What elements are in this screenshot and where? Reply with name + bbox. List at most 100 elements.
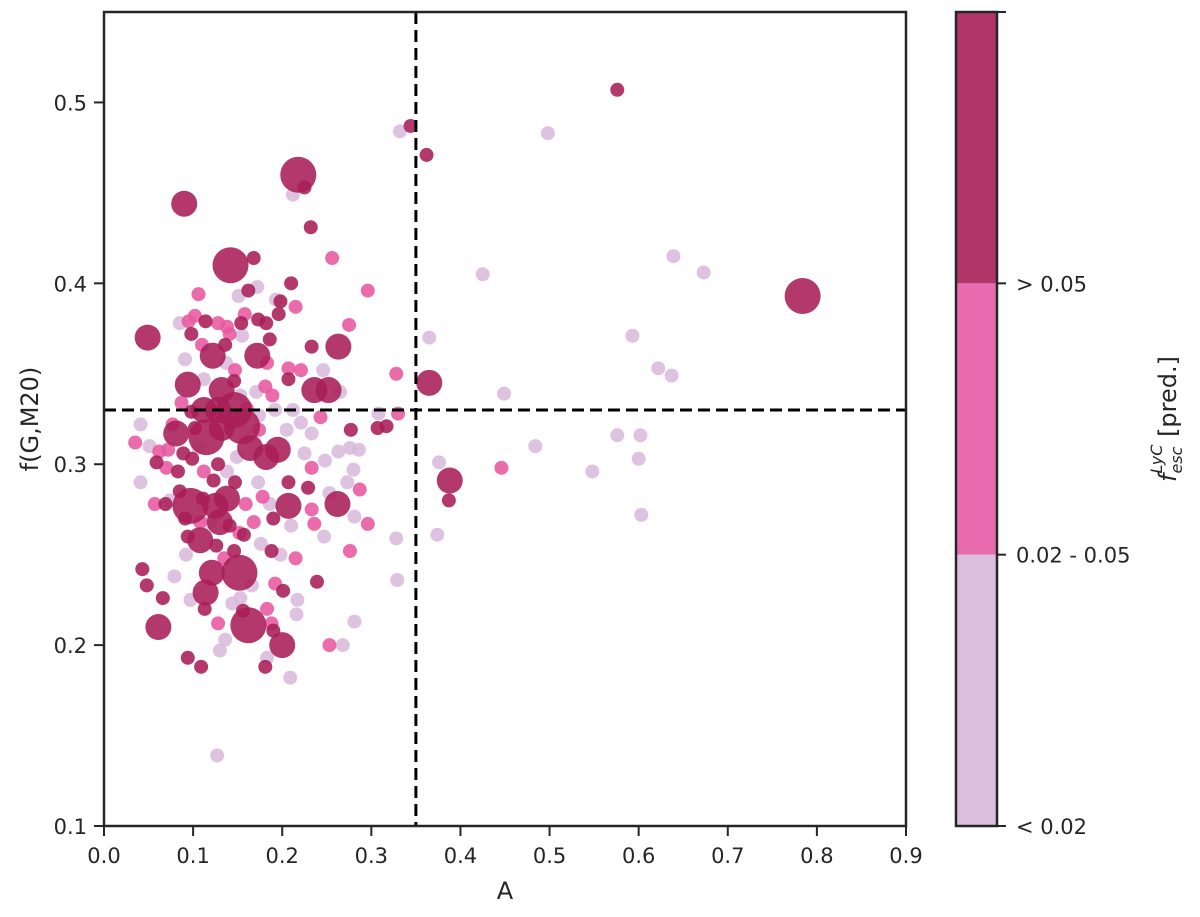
data-point-mid [389,366,404,381]
data-point-high [197,601,212,616]
data-point-high [158,497,173,512]
y-tick-label: 0.1 [54,815,87,839]
x-tick-label: 0.7 [711,844,744,868]
data-point-low [631,451,646,466]
x-axis-label: A [497,877,514,905]
data-point-high [259,316,274,331]
data-point-low [133,417,148,432]
data-point-high [275,492,302,519]
data-point-high [304,339,319,354]
data-point-high [209,538,224,553]
data-point-low [279,422,294,437]
data-point-low [210,748,225,763]
data-point-high [171,190,198,217]
y-axis-label: f(G,M20) [16,367,44,472]
data-point-high [194,659,209,674]
data-point-high [180,650,195,665]
data-point-high [187,421,202,436]
colorbar-frame [954,10,999,828]
data-point-mid [288,551,303,566]
data-point-high [266,511,281,526]
data-point-high [281,372,296,387]
data-point-high [222,518,237,533]
data-point-high [284,276,299,291]
data-point-low [475,267,490,282]
data-point-low [625,328,640,343]
colorbar-tick-label: > 0.05 [1016,272,1087,296]
colorbar-tick-label: 0.02 - 0.05 [1016,544,1130,568]
colorbar-label: fescLyC [pred.] [1147,356,1186,482]
data-point-high [441,493,456,508]
data-point-high [139,578,154,593]
data-point-mid [360,283,375,298]
data-point-high [227,475,242,490]
data-point-low [651,361,666,376]
x-tick-label: 0.9 [889,844,922,868]
data-point-high [297,180,312,195]
data-point-mid [260,601,275,616]
data-point-high [180,529,195,544]
data-point-mid [187,308,202,323]
data-point-mid [238,497,253,512]
data-point-high [221,554,258,591]
data-point-low [528,439,543,454]
data-point-high [184,404,199,419]
data-point-low [253,536,268,551]
data-point-mid [174,395,189,410]
x-tick-label: 0.3 [355,844,388,868]
data-point-low [289,607,304,622]
data-point-high [212,247,249,284]
data-point-high [145,614,172,641]
data-point-low [283,670,298,685]
data-point-low [218,632,233,647]
data-point-mid [288,299,303,314]
data-point-high [198,559,225,586]
data-point-low [432,455,447,470]
data-point-high [281,475,296,490]
data-point-mid [246,515,261,530]
data-point-mid [352,482,367,497]
data-point-low [634,507,649,522]
data-point-mid [161,442,176,457]
data-point-low [317,453,332,468]
data-point-high [149,455,164,470]
data-point-high [134,324,161,351]
data-point-mid [147,497,162,512]
data-point-low [430,527,445,542]
data-point-high [192,579,219,606]
data-point-high [436,467,463,494]
data-point-high [403,118,418,133]
x-tick-label: 0.4 [444,844,477,868]
data-point-high [266,623,281,638]
data-point-low [540,126,555,141]
data-point-low [633,428,648,443]
data-point-mid [191,287,206,302]
colorbar-label-suffix: [pred.] [1154,356,1182,445]
colorbar-label-sub: esc [1167,446,1186,473]
data-point-high [198,314,213,329]
data-point-mid [304,502,319,517]
data-point-mid [196,464,211,479]
colorbar-segment-high [956,12,997,284]
data-point-high [301,480,316,495]
data-point-high [379,419,394,434]
data-point-low [212,643,227,658]
data-point-high [199,342,226,369]
data-point-high [258,659,273,674]
data-point-high [184,326,199,341]
data-point-mid [325,251,340,266]
data-point-mid [222,326,237,341]
data-point-high [264,544,279,559]
data-point-low [340,475,355,490]
data-point-low [178,352,193,367]
colorbar-segment-low [956,554,997,826]
data-point-high [206,473,221,488]
data-point-high [195,491,210,506]
data-point-low [610,428,625,443]
data-point-high [244,342,271,369]
data-point-high [227,374,242,389]
data-point-mid [281,361,296,376]
x-tick-label: 0.2 [266,844,299,868]
data-point-high [208,415,235,442]
x-tick-label: 0.8 [800,844,833,868]
